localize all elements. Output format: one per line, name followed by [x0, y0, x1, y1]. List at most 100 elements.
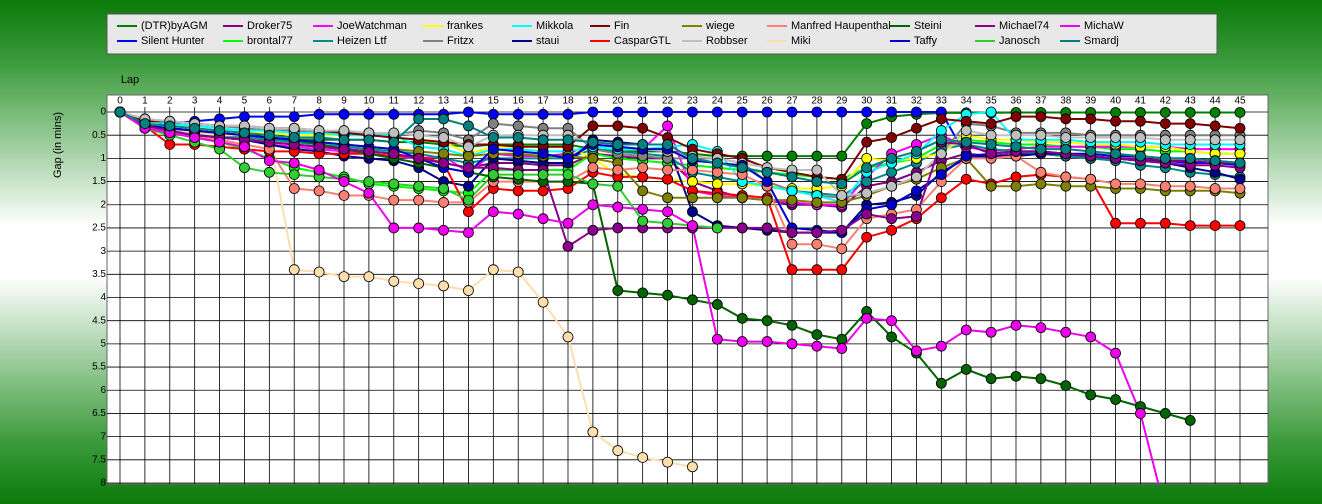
- data-point: [487, 132, 499, 143]
- legend-label: Silent Hunter: [141, 35, 205, 47]
- data-point: [1035, 373, 1047, 385]
- data-point: [761, 194, 773, 206]
- data-point: [1110, 347, 1121, 359]
- data-point: [786, 106, 798, 118]
- y-tick-label: 4.5: [92, 315, 106, 326]
- x-tick-label: 21: [637, 96, 649, 107]
- data-point: [1085, 146, 1097, 157]
- data-point: [637, 162, 649, 174]
- data-point: [811, 164, 823, 176]
- data-point: [1060, 171, 1072, 183]
- data-point: [836, 243, 848, 255]
- data-point: [786, 194, 798, 206]
- data-point: [612, 120, 624, 132]
- x-tick-label: 34: [961, 96, 973, 107]
- y-tick-label: 6: [100, 385, 106, 396]
- data-point: [1035, 143, 1047, 155]
- data-point: [388, 222, 400, 234]
- data-point: [1035, 129, 1047, 141]
- data-point: [761, 176, 773, 187]
- data-point: [911, 345, 922, 357]
- data-point: [1110, 132, 1121, 143]
- legend-label: Miki: [791, 35, 811, 47]
- data-point: [662, 120, 673, 132]
- data-point: [463, 150, 474, 162]
- data-point: [537, 169, 549, 181]
- data-point: [811, 176, 823, 187]
- data-point: [711, 166, 723, 178]
- data-point: [463, 141, 474, 153]
- data-point: [288, 132, 300, 143]
- data-point: [662, 456, 673, 468]
- legend-label: Heizen Ltf: [337, 35, 387, 47]
- x-tick-label: 35: [986, 96, 998, 107]
- data-point: [1060, 143, 1072, 155]
- x-tick-label: 15: [488, 96, 500, 107]
- data-point: [861, 176, 873, 187]
- data-point: [438, 183, 449, 194]
- data-point: [1135, 217, 1146, 229]
- data-point: [637, 139, 649, 150]
- data-point: [214, 125, 225, 136]
- x-tick-label: 12: [413, 96, 425, 107]
- data-point: [886, 213, 897, 225]
- data-point: [1159, 180, 1171, 192]
- data-point: [711, 192, 723, 204]
- data-point: [836, 224, 848, 236]
- data-point: [313, 108, 325, 120]
- x-tick-label: 18: [562, 96, 574, 107]
- data-point: [338, 108, 350, 120]
- data-point: [1184, 118, 1196, 129]
- data-point: [1159, 107, 1171, 118]
- x-tick-label: 11: [389, 96, 400, 107]
- data-point: [413, 129, 425, 141]
- data-point: [562, 152, 574, 164]
- data-point: [338, 176, 350, 187]
- data-point: [363, 134, 375, 146]
- x-tick-label: 9: [341, 96, 347, 107]
- data-point: [512, 120, 524, 132]
- data-point: [861, 312, 873, 324]
- series-line: [119, 111, 1241, 234]
- data-point: [1110, 178, 1121, 190]
- y-tick-label: 2.5: [92, 223, 106, 234]
- legend-label: brontal77: [247, 35, 293, 47]
- series-line: [119, 111, 1241, 185]
- y-tick-label: 3: [100, 246, 106, 257]
- data-point: [587, 152, 599, 164]
- data-point: [985, 139, 997, 150]
- data-point: [985, 118, 997, 129]
- data-point: [288, 169, 300, 181]
- data-point: [836, 106, 848, 118]
- data-point: [1035, 178, 1047, 190]
- data-point: [612, 180, 624, 192]
- data-point: [1085, 173, 1097, 185]
- data-point: [637, 122, 649, 134]
- data-point: [687, 164, 698, 176]
- data-point: [886, 180, 897, 192]
- data-point: [189, 132, 201, 143]
- data-point: [463, 162, 474, 174]
- data-point: [985, 129, 997, 141]
- data-point: [313, 141, 325, 153]
- y-tick-label: 5: [100, 339, 106, 350]
- data-point: [761, 166, 773, 178]
- x-tick-label: 38: [1060, 96, 1072, 107]
- data-point: [886, 315, 897, 327]
- data-point: [911, 171, 922, 183]
- data-point: [1184, 152, 1196, 164]
- data-point: [338, 134, 350, 146]
- legend-label: Michael74: [999, 20, 1049, 32]
- x-tick-label: 16: [513, 96, 525, 107]
- data-point: [836, 343, 848, 354]
- data-point: [886, 224, 897, 236]
- x-tick-label: 14: [463, 96, 475, 107]
- legend-label: Manfred Haupenthal: [791, 20, 891, 32]
- x-tick-label: 17: [538, 96, 550, 107]
- data-point: [363, 176, 375, 187]
- data-point: [1060, 132, 1072, 143]
- data-point: [487, 264, 499, 276]
- data-point: [338, 190, 350, 201]
- data-point: [1184, 107, 1196, 118]
- data-point: [786, 227, 798, 238]
